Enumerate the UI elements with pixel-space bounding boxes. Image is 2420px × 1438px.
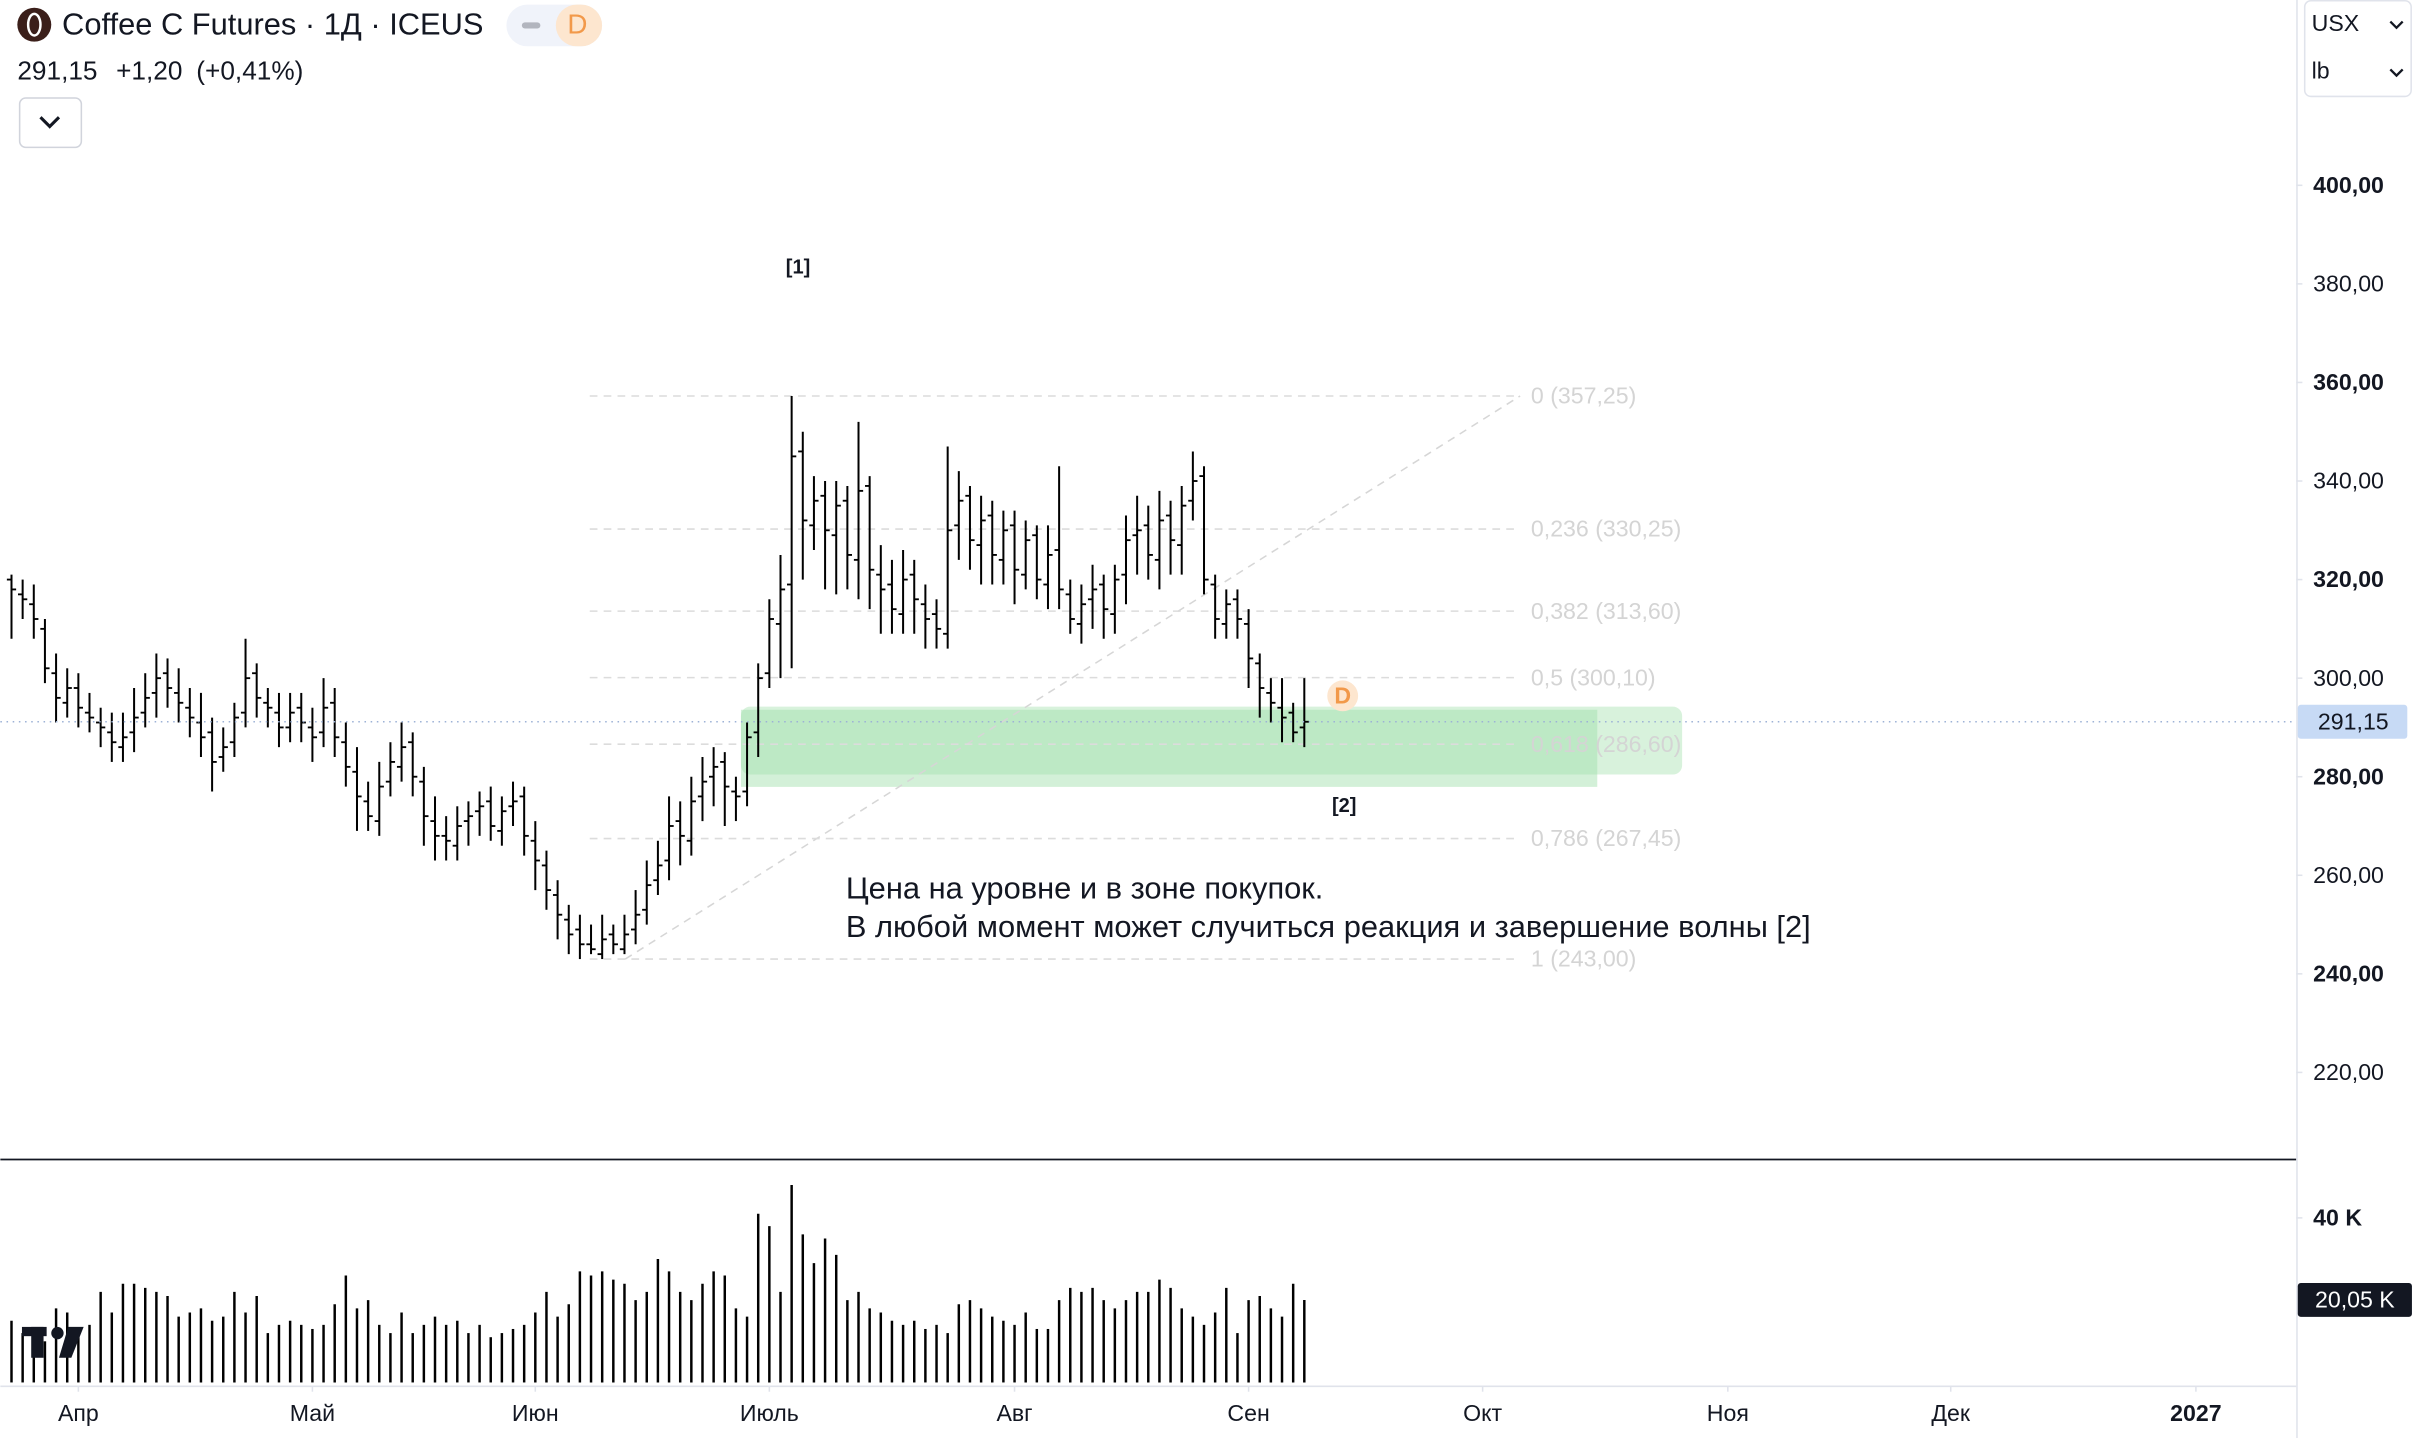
chart-title[interactable]: Coffee C Futures · 1Д · ICEUS bbox=[62, 6, 483, 41]
wave-label: [2] bbox=[1332, 795, 1357, 817]
chevron-icon bbox=[2389, 68, 2404, 78]
buy-zone-glow bbox=[740, 706, 1683, 775]
x-tick-label: Ноя bbox=[1707, 1400, 1749, 1426]
logo-part bbox=[31, 1326, 44, 1358]
fib-label: 0,382 (313,60) bbox=[1531, 598, 1681, 624]
unit-select[interactable]: lb bbox=[2312, 58, 2330, 84]
logo bbox=[21, 1326, 84, 1358]
fib-trend-line bbox=[624, 395, 1521, 960]
collapse-button[interactable] bbox=[18, 97, 83, 149]
symbol-icon[interactable] bbox=[17, 7, 52, 42]
y-tick-label: 280,00 bbox=[2313, 763, 2384, 789]
change: +1,20 bbox=[116, 55, 182, 85]
last-price: 291,15 bbox=[17, 55, 97, 85]
chevron-icon bbox=[39, 116, 61, 129]
volume-tick-label: 40 K bbox=[2313, 1205, 2362, 1231]
last-price-label: 291,15 bbox=[2318, 708, 2389, 734]
x-tick-label: Май bbox=[290, 1400, 335, 1426]
fib-label: 0,618 (286,60) bbox=[1531, 731, 1681, 757]
fib-label: 0,786 (267,45) bbox=[1531, 825, 1681, 851]
status-pill-d bbox=[555, 4, 603, 47]
logo-part bbox=[51, 1326, 64, 1340]
y-tick-label: 240,00 bbox=[2313, 961, 2384, 987]
last-volume-label: 20,05 K bbox=[2315, 1287, 2395, 1313]
marker-badge bbox=[1327, 680, 1359, 712]
volume-bars bbox=[10, 1184, 1306, 1383]
symbol-icon-bean bbox=[26, 12, 42, 37]
y-tick-label: 340,00 bbox=[2313, 468, 2384, 494]
x-tick-label: Авг bbox=[996, 1400, 1032, 1426]
logo-part bbox=[58, 1326, 84, 1358]
fib-label: 1 (243,00) bbox=[1531, 946, 1636, 972]
y-tick-label: 360,00 bbox=[2313, 369, 2384, 395]
x-tick-label: 2027 bbox=[2170, 1400, 2221, 1426]
change-pct: (+0,41%) bbox=[196, 55, 303, 85]
currency-select[interactable]: USX bbox=[2312, 10, 2360, 36]
note-line: Цена на уровне и в зоне покупок. bbox=[846, 870, 1324, 905]
price-bars bbox=[6, 395, 1309, 960]
last-volume-box bbox=[2297, 1282, 2412, 1317]
fib-label: 0,5 (300,10) bbox=[1531, 664, 1656, 690]
fib-label: 0 (357,25) bbox=[1531, 383, 1636, 409]
fib-group: 0 (357,25) 0,236 (330,25) 0,382 (313,60) 0,… bbox=[589, 383, 1681, 972]
y-tick-label: 320,00 bbox=[2313, 566, 2384, 592]
last-price-box bbox=[2297, 704, 2408, 739]
y-tick-label: 380,00 bbox=[2313, 271, 2384, 297]
x-tick-label: Дек bbox=[1931, 1400, 1971, 1426]
x-tick-label: Окт bbox=[1463, 1400, 1502, 1426]
y-tick-label: 220,00 bbox=[2313, 1059, 2384, 1085]
x-tick-label: Сен bbox=[1227, 1400, 1269, 1426]
y-tick-label: 300,00 bbox=[2313, 665, 2384, 691]
status-dash bbox=[521, 22, 541, 29]
y-tick-label: 260,00 bbox=[2313, 862, 2384, 888]
unit-box bbox=[2303, 0, 2412, 98]
y-tick-label: 400,00 bbox=[2313, 172, 2384, 198]
buy-zone bbox=[740, 709, 1598, 787]
status-badge: D bbox=[567, 9, 587, 40]
wave-label: [1] bbox=[786, 257, 811, 279]
chevron-icon bbox=[2389, 20, 2404, 30]
fib-label: 0,236 (330,25) bbox=[1531, 516, 1681, 542]
x-tick-label: Июн bbox=[512, 1400, 559, 1426]
x-tick-label: Апр bbox=[58, 1400, 99, 1426]
note-line: В любой момент может случиться реакция и… bbox=[846, 909, 1811, 944]
marker-label: D bbox=[1334, 683, 1351, 709]
x-tick-label: Июль bbox=[740, 1400, 799, 1426]
